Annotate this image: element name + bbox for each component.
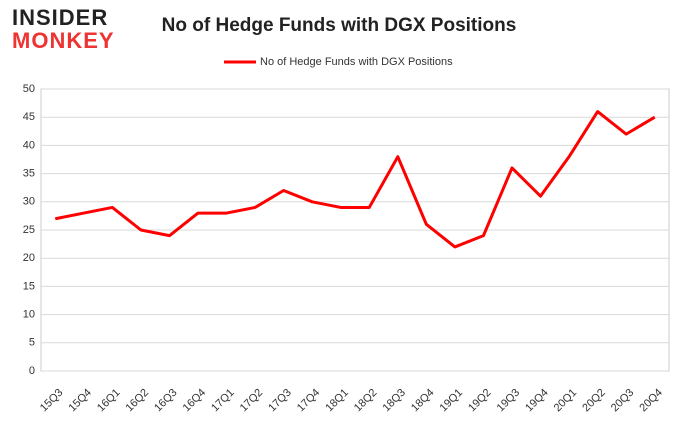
x-tick-label: 18Q2 [352,387,380,415]
y-tick-label: 20 [23,252,35,264]
x-tick-label: 20Q3 [609,387,637,415]
y-tick-label: 10 [23,309,35,321]
x-tick-label: 16Q3 [152,387,180,415]
x-tick-label: 20Q2 [580,387,608,415]
y-tick-label: 50 [23,83,35,95]
y-tick-label: 30 [23,196,35,208]
data-line [54,110,656,249]
x-tick-label: 20Q4 [637,387,665,415]
x-tick-label: 17Q4 [295,387,323,415]
x-tick-label: 15Q4 [66,387,94,415]
x-tick-label: 19Q4 [523,387,551,415]
x-tick-label: 19Q3 [495,387,523,415]
y-tick-label: 45 [23,111,35,123]
y-tick-label: 15 [23,280,35,292]
x-tick-label: 15Q3 [38,387,66,415]
y-tick-label: 25 [23,224,35,236]
x-tick-label: 16Q4 [181,387,209,415]
x-tick-label: 17Q2 [238,387,266,415]
x-tick-label: 16Q1 [95,387,123,415]
x-tick-label: 18Q1 [323,387,351,415]
y-tick-label: 35 [23,168,35,180]
x-tick-label: 17Q3 [266,387,294,415]
x-tick-label: 17Q1 [209,387,237,415]
x-tick-label: 19Q1 [438,387,466,415]
x-tick-label: 19Q2 [466,387,494,415]
logo-line2: MONKEY [12,28,115,53]
legend-label: No of Hedge Funds with DGX Positions [260,56,453,68]
y-tick-label: 40 [23,139,35,151]
x-tick-label: 18Q4 [409,387,437,415]
x-tick-label: 18Q3 [380,387,408,415]
x-tick-label: 16Q2 [124,387,152,415]
logo-line1: INSIDER [12,5,108,30]
y-tick-label: 5 [29,337,35,349]
y-tick-label: 0 [29,365,35,377]
x-tick-label: 20Q1 [552,387,580,415]
chart-title: No of Hedge Funds with DGX Positions [162,15,517,36]
